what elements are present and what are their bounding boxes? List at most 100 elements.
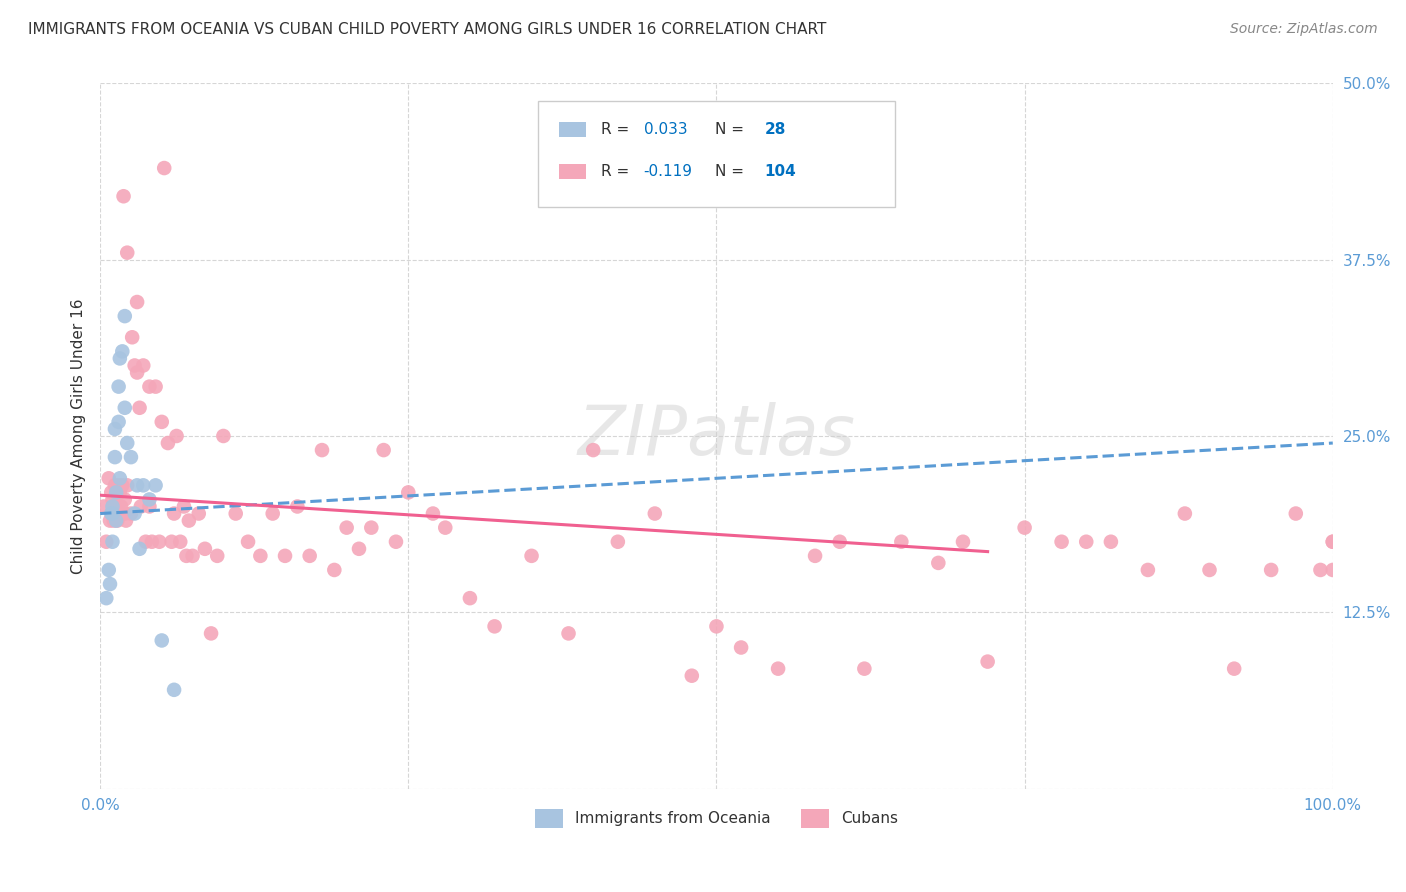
- Legend: Immigrants from Oceania, Cubans: Immigrants from Oceania, Cubans: [529, 803, 904, 834]
- Point: [1285, 507, 1308, 521]
- Point: [706, 619, 728, 633]
- Point: [311, 443, 333, 458]
- Point: [117, 245, 139, 260]
- Point: [1223, 662, 1246, 676]
- Point: [138, 492, 160, 507]
- Point: [422, 507, 444, 521]
- Point: [107, 478, 129, 492]
- Point: [681, 669, 703, 683]
- Point: [108, 471, 131, 485]
- Point: [124, 359, 146, 373]
- Point: [101, 500, 124, 514]
- Point: [1076, 534, 1098, 549]
- Point: [200, 626, 222, 640]
- Point: [1322, 534, 1344, 549]
- Point: [730, 640, 752, 655]
- Point: [360, 521, 382, 535]
- Point: [108, 485, 131, 500]
- Point: [129, 500, 152, 514]
- Point: [124, 507, 146, 521]
- Point: [117, 436, 139, 450]
- Point: [298, 549, 321, 563]
- Point: [138, 500, 160, 514]
- Point: [1198, 563, 1220, 577]
- Point: [97, 471, 120, 485]
- Point: [249, 549, 271, 563]
- Point: [952, 534, 974, 549]
- Text: N =: N =: [716, 164, 749, 179]
- Point: [105, 485, 128, 500]
- Point: [373, 443, 395, 458]
- Point: [1099, 534, 1122, 549]
- Point: [160, 534, 183, 549]
- Point: [285, 500, 308, 514]
- Point: [644, 507, 666, 521]
- Point: [225, 507, 247, 521]
- Point: [98, 577, 121, 591]
- Point: [108, 507, 131, 521]
- Point: [120, 450, 142, 464]
- Point: [1174, 507, 1197, 521]
- Point: [150, 415, 173, 429]
- Point: [1322, 534, 1344, 549]
- Point: [145, 379, 167, 393]
- Point: [98, 514, 121, 528]
- Point: [976, 655, 998, 669]
- Point: [1014, 521, 1036, 535]
- Point: [176, 549, 198, 563]
- Point: [105, 507, 128, 521]
- Point: [101, 507, 124, 521]
- Point: [132, 478, 155, 492]
- Point: [93, 500, 115, 514]
- Point: [274, 549, 297, 563]
- Text: 0.033: 0.033: [644, 122, 688, 136]
- Point: [236, 534, 259, 549]
- Point: [194, 541, 217, 556]
- Point: [104, 422, 127, 436]
- Point: [163, 507, 186, 521]
- Point: [181, 549, 204, 563]
- Point: [153, 161, 176, 175]
- Point: [347, 541, 370, 556]
- Point: [1309, 563, 1331, 577]
- Text: N =: N =: [716, 122, 749, 136]
- Point: [385, 534, 408, 549]
- Text: -0.119: -0.119: [644, 164, 693, 179]
- Point: [434, 521, 457, 535]
- Point: [166, 429, 188, 443]
- Point: [396, 485, 419, 500]
- Text: R =: R =: [600, 164, 634, 179]
- Point: [323, 563, 346, 577]
- Text: R =: R =: [600, 122, 634, 136]
- Point: [141, 534, 163, 549]
- Point: [177, 514, 200, 528]
- Point: [606, 534, 628, 549]
- Point: [128, 541, 150, 556]
- Point: [150, 633, 173, 648]
- Point: [114, 401, 136, 415]
- Point: [1136, 563, 1159, 577]
- Y-axis label: Child Poverty Among Girls Under 16: Child Poverty Among Girls Under 16: [72, 298, 86, 574]
- Point: [128, 401, 150, 415]
- Point: [104, 478, 127, 492]
- Text: ZIPatlas: ZIPatlas: [578, 402, 855, 469]
- Point: [163, 682, 186, 697]
- Point: [115, 514, 138, 528]
- Point: [114, 492, 136, 507]
- Point: [111, 478, 134, 492]
- Point: [100, 485, 122, 500]
- Point: [112, 189, 135, 203]
- Point: [520, 549, 543, 563]
- Point: [97, 563, 120, 577]
- Point: [104, 450, 127, 464]
- Point: [121, 330, 143, 344]
- Text: Source: ZipAtlas.com: Source: ZipAtlas.com: [1230, 22, 1378, 37]
- Point: [127, 478, 149, 492]
- Point: [804, 549, 827, 563]
- Point: [262, 507, 284, 521]
- Point: [212, 429, 235, 443]
- Point: [107, 379, 129, 393]
- Point: [103, 514, 125, 528]
- Point: [148, 534, 170, 549]
- Point: [110, 500, 132, 514]
